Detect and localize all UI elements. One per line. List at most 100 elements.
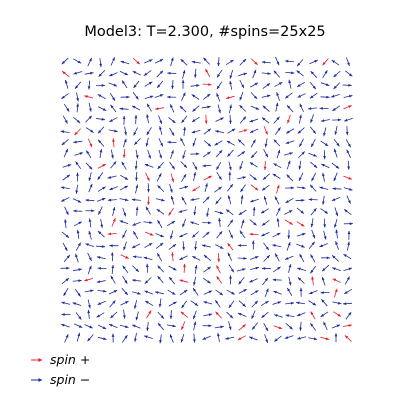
spin-minus-arrow — [228, 264, 235, 273]
spin-minus-arrow — [107, 198, 117, 202]
spin-minus-arrow — [296, 243, 305, 248]
spin-minus-arrow — [61, 301, 71, 305]
spin-plus-arrow — [332, 278, 342, 283]
spin-minus-arrow — [72, 302, 82, 306]
spin-minus-arrow — [286, 287, 293, 296]
spin-minus-arrow — [134, 114, 138, 124]
spin-minus-arrow — [109, 92, 116, 101]
spin-minus-arrow — [319, 243, 328, 248]
spin-minus-arrow — [159, 126, 163, 136]
spin-plus-arrow — [111, 218, 116, 227]
spin-minus-arrow — [342, 83, 352, 87]
spin-minus-arrow — [320, 95, 330, 99]
spin-minus-arrow — [170, 149, 174, 159]
spin-minus-arrow — [112, 207, 116, 216]
spin-minus-arrow — [135, 206, 139, 216]
spin-minus-arrow — [343, 253, 352, 260]
spin-plus-arrow — [203, 175, 213, 181]
spin-minus-arrow — [288, 276, 292, 286]
spin-minus-arrow — [108, 323, 118, 328]
spin-minus-arrow — [143, 335, 153, 339]
spin-minus-arrow — [296, 59, 304, 67]
spin-minus-arrow — [85, 127, 94, 133]
spin-minus-arrow — [333, 82, 341, 90]
spin-minus-arrow — [332, 301, 342, 305]
spin-minus-arrow — [298, 138, 304, 148]
spin-minus-arrow — [191, 231, 200, 238]
spin-minus-arrow — [61, 93, 69, 100]
spin-plus-arrow — [205, 68, 211, 78]
spin-minus-arrow — [273, 290, 282, 295]
spin-minus-arrow — [345, 311, 352, 320]
spin-minus-arrow — [343, 222, 353, 226]
spin-minus-arrow — [97, 289, 107, 293]
spin-plus-arrow — [296, 221, 305, 227]
spin-minus-arrow — [144, 95, 154, 100]
spin-minus-arrow — [75, 289, 81, 297]
spin-minus-arrow — [249, 336, 258, 341]
spin-plus-arrow — [170, 173, 174, 183]
spin-minus-arrow — [227, 183, 234, 192]
spin-minus-arrow — [237, 256, 247, 260]
spin-minus-arrow — [333, 138, 340, 147]
spin-plus-arrow — [145, 172, 150, 182]
spin-minus-arrow — [98, 206, 103, 215]
spin-minus-arrow — [319, 186, 329, 190]
spin-minus-arrow — [192, 137, 197, 147]
spin-minus-arrow — [274, 253, 280, 262]
spin-minus-arrow — [158, 298, 162, 308]
spin-minus-arrow — [119, 185, 129, 191]
spin-minus-arrow — [285, 198, 294, 204]
spin-minus-arrow — [109, 117, 118, 123]
spin-minus-arrow — [299, 114, 302, 124]
spin-minus-arrow — [264, 138, 268, 148]
spin-minus-arrow — [299, 253, 305, 263]
spin-minus-arrow — [227, 195, 232, 205]
spin-minus-arrow — [201, 244, 211, 248]
spin-minus-arrow — [61, 323, 70, 328]
spin-minus-arrow — [320, 82, 330, 86]
spin-minus-arrow — [334, 219, 338, 228]
spin-minus-arrow — [311, 172, 317, 182]
spin-minus-arrow — [297, 267, 307, 272]
spin-minus-arrow — [297, 336, 307, 340]
spin-minus-arrow — [334, 333, 338, 343]
spin-minus-arrow — [263, 242, 270, 251]
spin-minus-arrow — [61, 139, 69, 146]
spin-minus-arrow — [216, 93, 221, 102]
spin-minus-arrow — [74, 152, 84, 156]
spin-minus-arrow — [239, 104, 247, 112]
spin-minus-arrow — [168, 243, 177, 250]
spin-minus-arrow — [147, 183, 150, 193]
spin-minus-arrow — [273, 163, 282, 169]
spin-minus-arrow — [62, 174, 71, 181]
spin-minus-arrow — [110, 311, 118, 319]
spin-minus-arrow — [146, 114, 149, 124]
spin-minus-arrow — [203, 301, 213, 305]
spin-minus-arrow — [331, 162, 340, 169]
spin-minus-arrow — [73, 221, 83, 227]
spin-minus-arrow — [226, 311, 234, 319]
spin-minus-arrow — [227, 219, 234, 228]
spin-minus-arrow — [193, 68, 197, 78]
spin-minus-arrow — [132, 70, 141, 76]
spin-minus-arrow — [309, 82, 317, 90]
spin-minus-arrow — [295, 198, 305, 202]
spin-minus-arrow — [273, 139, 281, 147]
spin-minus-arrow — [85, 115, 93, 123]
spin-minus-arrow — [60, 197, 70, 202]
spin-minus-arrow — [322, 195, 325, 205]
spin-minus-arrow — [202, 335, 211, 340]
spin-plus-arrow — [342, 324, 352, 327]
spin-minus-arrow — [250, 82, 259, 88]
spin-minus-arrow — [249, 256, 259, 260]
spin-plus-arrow — [344, 335, 352, 342]
spin-minus-arrow — [331, 196, 341, 202]
spin-minus-arrow — [237, 139, 245, 146]
spin-minus-arrow — [203, 57, 210, 65]
spin-minus-arrow — [203, 140, 212, 147]
spin-minus-arrow — [323, 218, 327, 228]
spin-minus-arrow — [217, 57, 220, 67]
spin-minus-arrow — [226, 140, 235, 146]
spin-minus-arrow — [296, 312, 306, 317]
